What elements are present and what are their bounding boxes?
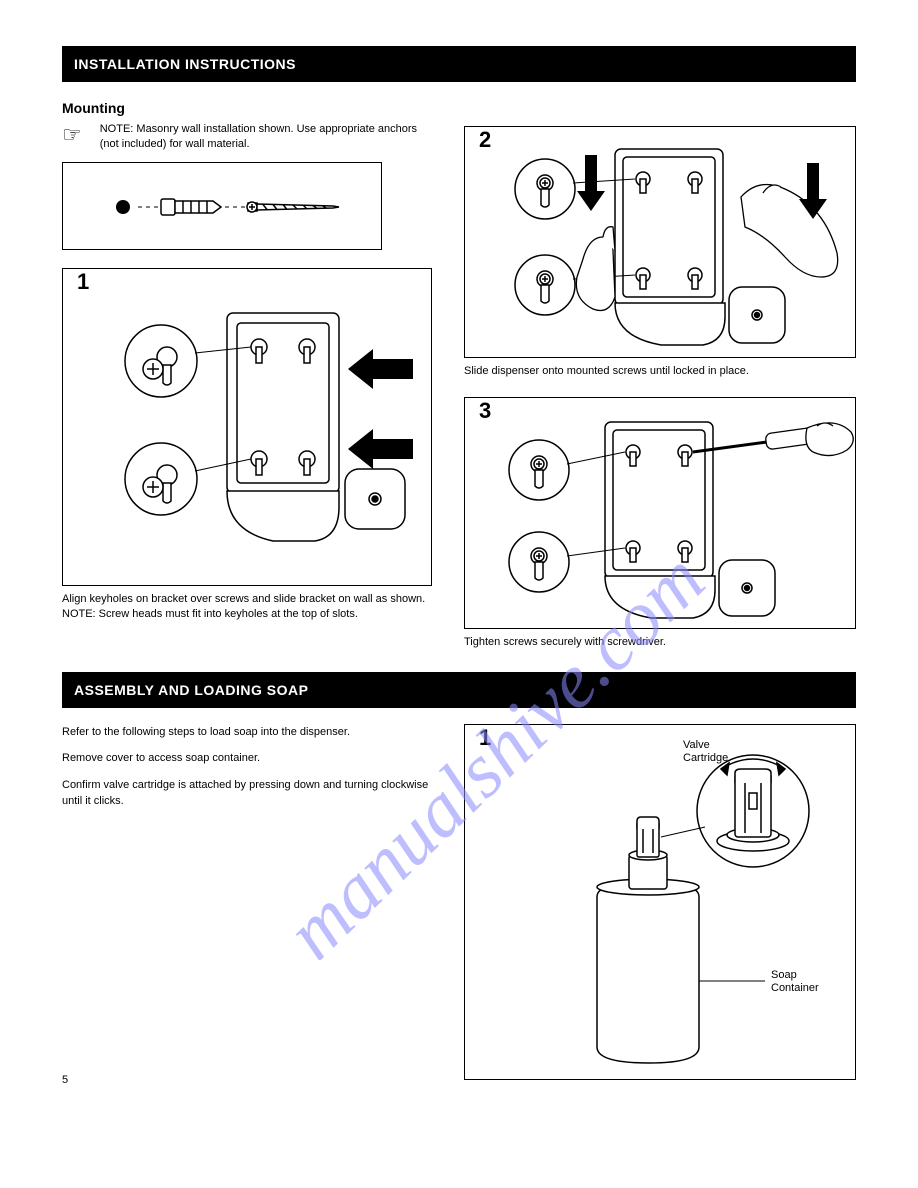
step2-num: 2 bbox=[471, 125, 501, 155]
bar2-title: ASSEMBLY AND LOADING SOAP bbox=[74, 682, 308, 698]
note-text: NOTE: Masonry wall installation shown. U… bbox=[100, 122, 434, 152]
col-right: 2 bbox=[464, 122, 856, 650]
step3-num: 3 bbox=[471, 396, 501, 426]
fig-hardware bbox=[62, 162, 382, 250]
bar-title: INSTALLATION INSTRUCTIONS bbox=[74, 56, 296, 72]
assembly-text1: Refer to the following steps to load soa… bbox=[62, 724, 434, 741]
valve-label-text: Valve Cartridge bbox=[683, 739, 728, 765]
soap-step-box: 1 bbox=[464, 724, 856, 1080]
step1-num: 1 bbox=[69, 267, 99, 297]
step2-caption: Slide dispenser onto mounted screws unti… bbox=[464, 364, 856, 379]
mounting-heading: Mounting bbox=[62, 100, 856, 116]
step1-box: 1 bbox=[62, 268, 432, 586]
soap-step-num: 1 bbox=[471, 723, 501, 753]
soap-container-label-text: Soap Container bbox=[771, 969, 819, 995]
page-number: 5 bbox=[62, 1074, 68, 1086]
col-left: ☞ NOTE: Masonry wall installation shown.… bbox=[62, 122, 434, 650]
section-bar-install: INSTALLATION INSTRUCTIONS bbox=[62, 46, 856, 82]
step3-box: 3 bbox=[464, 397, 856, 629]
columns-top: ☞ NOTE: Masonry wall installation shown.… bbox=[62, 122, 856, 650]
section-bar-assembly: ASSEMBLY AND LOADING SOAP bbox=[62, 672, 856, 708]
note-row: ☞ NOTE: Masonry wall installation shown.… bbox=[62, 122, 434, 152]
assembly-text2: Remove cover to access soap container. bbox=[62, 750, 434, 767]
step3-caption: Tighten screws securely with screwdriver… bbox=[464, 635, 856, 650]
page-root: INSTALLATION INSTRUCTIONS Mounting ☞ NOT… bbox=[0, 0, 918, 1104]
col-left-bottom: Refer to the following steps to load soa… bbox=[62, 724, 434, 1080]
step2-box: 2 bbox=[464, 126, 856, 358]
pointer-icon: ☞ bbox=[62, 122, 82, 148]
columns-bottom: Refer to the following steps to load soa… bbox=[62, 724, 856, 1080]
assembly-text3: Confirm valve cartridge is attached by p… bbox=[62, 777, 434, 810]
col-right-bottom: 1 bbox=[464, 724, 856, 1080]
step1-caption: Align keyholes on bracket over screws an… bbox=[62, 592, 432, 622]
